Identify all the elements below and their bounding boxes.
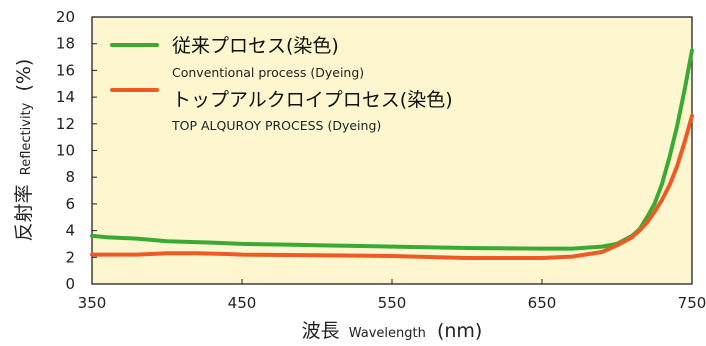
y-tick-label: 4: [65, 222, 75, 240]
y-tick-label: 16: [56, 61, 75, 79]
legend: 従来プロセス(染色) Conventional process (Dyeing)…: [110, 35, 453, 133]
y-label-sub: Reflectivity: [19, 102, 34, 175]
y-tick-label: 2: [65, 248, 75, 266]
x-label-unit: (nm): [437, 320, 482, 342]
legend-label-top-alquroy-en: TOP ALQUROY PROCESS (Dyeing): [171, 118, 381, 133]
axis-layer: 0 2 4 6 8 10 12 14 16 18 20 350 450 550 650 750: [56, 8, 706, 312]
y-tick-label: 18: [56, 35, 75, 53]
x-axis-label: 波長 Wavelength (nm): [302, 320, 483, 342]
y-tick-label: 10: [56, 142, 75, 160]
y-label-unit: (%): [13, 59, 35, 92]
x-tick-label: 350: [78, 294, 107, 312]
svg-text:波長 Wavelength (nm): 波長 Wavelength (nm): [302, 320, 483, 342]
y-tick-label: 0: [65, 275, 75, 293]
series-layer: [90, 48, 694, 260]
x-tick-label: 750: [678, 294, 706, 312]
x-label-sub: Wavelength: [349, 326, 426, 341]
x-tick-label: 450: [228, 294, 257, 312]
y-axis-label: 反射率 Reflectivity (%): [13, 59, 35, 242]
legend-label-top-alquroy-ja: トップアルクロイプロセス(染色): [172, 89, 453, 111]
legend-label-conventional-en: Conventional process (Dyeing): [172, 65, 364, 80]
plot-area: [91, 16, 693, 285]
series-line-top-alquroy: [90, 113, 694, 260]
x-label-main: 波長: [302, 320, 340, 342]
legend-label-conventional-ja: 従来プロセス(染色): [172, 35, 339, 57]
series-line-conventional: [90, 48, 694, 251]
y-label-main: 反射率: [13, 184, 35, 241]
y-tick-label: 8: [65, 168, 75, 186]
y-tick-label: 14: [56, 88, 75, 106]
svg-text:反射率 Reflectivity (: 反射率 Reflectivity (%): [13, 59, 35, 242]
y-tick-label: 6: [65, 195, 75, 213]
y-tick-label: 12: [56, 115, 75, 133]
x-tick-label: 550: [378, 294, 407, 312]
x-tick-label: 650: [528, 294, 557, 312]
y-tick-label: 20: [56, 8, 75, 26]
